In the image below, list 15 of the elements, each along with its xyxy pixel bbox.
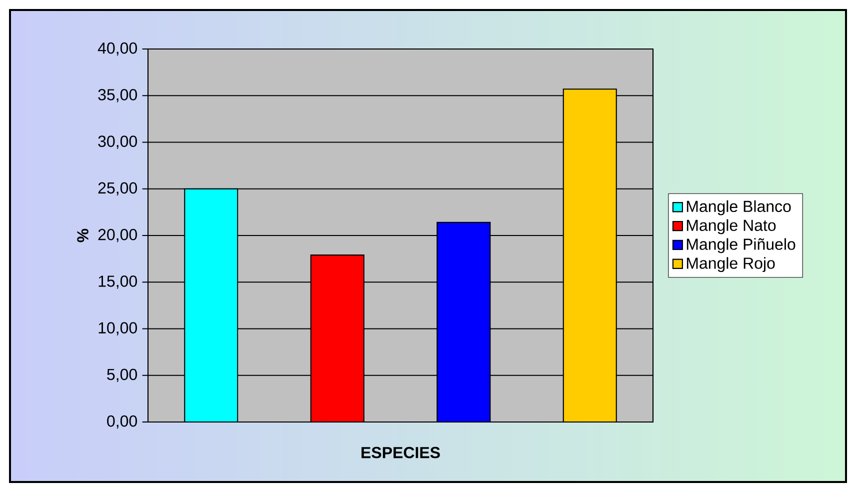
y-tick-label: 0,00 bbox=[107, 415, 137, 429]
legend-label: Mangle Rojo bbox=[686, 257, 775, 272]
y-axis-title: % bbox=[77, 228, 88, 242]
legend-label: Mangle Nato bbox=[686, 219, 776, 234]
y-tick-label: 5,00 bbox=[107, 368, 137, 382]
y-tick-label: 30,00 bbox=[98, 136, 137, 149]
y-tick-label: 40,00 bbox=[98, 42, 137, 56]
y-tick-label: 20,00 bbox=[98, 228, 137, 242]
legend-label: Mangle Blanco bbox=[686, 200, 791, 216]
y-tick-label: 35,00 bbox=[98, 89, 137, 102]
y-tick-label: 10,00 bbox=[98, 322, 137, 336]
legend-label: Mangle Piñuelo bbox=[686, 238, 796, 254]
x-axis-title: ESPECIES bbox=[362, 446, 440, 458]
y-tick-label: 15,00 bbox=[98, 276, 137, 289]
y-tick-label: 25,00 bbox=[98, 182, 137, 196]
